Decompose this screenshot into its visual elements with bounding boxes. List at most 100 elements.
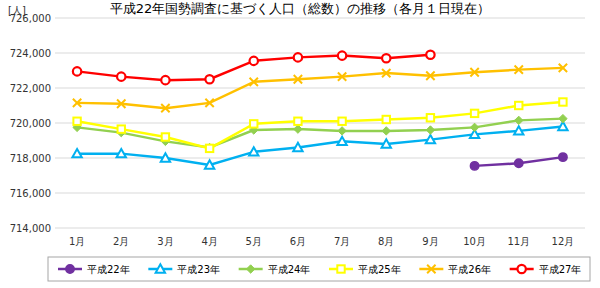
marker xyxy=(338,72,346,80)
marker xyxy=(205,143,213,151)
x-tick-label: 4月 xyxy=(201,236,217,247)
marker xyxy=(559,98,566,105)
grid-line xyxy=(55,158,585,159)
marker xyxy=(205,99,213,107)
marker xyxy=(426,72,434,80)
marker xyxy=(514,126,523,134)
marker xyxy=(206,145,213,152)
legend-item: 平成25年 xyxy=(329,264,401,275)
legend-marker xyxy=(517,265,525,273)
legend-item: 平成23年 xyxy=(148,264,220,275)
y-tick-label: 718,000 xyxy=(10,153,51,164)
legend-symbol xyxy=(337,265,344,272)
legend-symbol xyxy=(66,265,74,273)
marker xyxy=(250,78,258,86)
marker xyxy=(249,147,258,155)
marker xyxy=(118,125,125,132)
marker xyxy=(205,75,213,83)
legend-symbol xyxy=(427,265,435,273)
grid-line xyxy=(55,228,585,229)
legend-label: 平成24年 xyxy=(268,264,311,275)
y-tick-label: 720,000 xyxy=(10,118,51,129)
grid-line xyxy=(55,53,585,54)
series-line xyxy=(77,55,430,80)
legend-item: 平成22年 xyxy=(58,264,130,275)
marker xyxy=(161,153,170,161)
marker xyxy=(73,99,81,107)
x-tick-label: 9月 xyxy=(422,236,438,247)
marker xyxy=(470,68,478,76)
series xyxy=(470,153,567,170)
x-tick-label: 8月 xyxy=(378,236,394,247)
marker xyxy=(470,162,478,170)
x-tick-label: 11月 xyxy=(507,236,530,247)
marker xyxy=(294,125,302,133)
plot-area xyxy=(72,51,567,171)
marker xyxy=(382,54,390,62)
legend-item: 平成27年 xyxy=(510,264,582,275)
marker xyxy=(72,149,81,157)
marker xyxy=(337,137,346,145)
x-tick-label: 6月 xyxy=(290,236,306,247)
marker xyxy=(161,104,169,112)
marker xyxy=(73,67,81,75)
series xyxy=(73,64,567,113)
legend xyxy=(48,257,590,281)
x-tick-label: 10月 xyxy=(463,236,486,247)
marker xyxy=(426,51,434,59)
series-line xyxy=(77,68,563,108)
x-tick-label: 2月 xyxy=(113,236,129,247)
y-tick-label: 714,000 xyxy=(10,223,51,234)
marker xyxy=(427,114,434,121)
marker xyxy=(250,57,258,65)
y-tick-label: 726,000 xyxy=(10,13,51,24)
marker xyxy=(294,75,302,83)
marker xyxy=(338,127,346,135)
marker xyxy=(73,118,80,125)
marker xyxy=(383,116,390,123)
marker xyxy=(470,123,478,131)
marker xyxy=(250,120,257,127)
x-tick-label: 12月 xyxy=(552,236,575,247)
legend-symbol xyxy=(156,264,165,272)
marker xyxy=(294,118,301,125)
x-tick-label: 1月 xyxy=(69,236,85,247)
marker xyxy=(471,110,478,117)
legend-label: 平成25年 xyxy=(358,264,401,275)
legend-label: 平成23年 xyxy=(177,264,220,275)
legend-symbol xyxy=(517,265,525,273)
legend-label: 平成27年 xyxy=(539,264,582,275)
marker xyxy=(515,102,522,109)
marker xyxy=(382,69,390,77)
legend-label: 平成26年 xyxy=(448,264,491,275)
marker xyxy=(559,153,567,161)
marker xyxy=(515,65,523,73)
x-tick-label: 3月 xyxy=(157,236,173,247)
marker xyxy=(162,133,169,140)
legend-marker xyxy=(246,265,254,273)
marker xyxy=(426,126,434,134)
marker xyxy=(117,72,125,80)
marker xyxy=(117,100,125,108)
y-tick-label: 724,000 xyxy=(10,48,51,59)
legend-item: 平成26年 xyxy=(419,264,491,275)
marker xyxy=(559,64,567,72)
marker xyxy=(559,114,567,122)
marker xyxy=(515,159,523,167)
x-tick-label: 7月 xyxy=(334,236,350,247)
legend-marker xyxy=(66,265,74,273)
legend-marker xyxy=(427,265,435,273)
grid-line xyxy=(55,88,585,89)
y-tick-label: 722,000 xyxy=(10,83,51,94)
x-tick-label: 5月 xyxy=(246,236,262,247)
marker xyxy=(117,149,126,157)
legend-item: 平成24年 xyxy=(239,264,311,275)
marker xyxy=(205,160,214,168)
marker xyxy=(338,51,346,59)
marker xyxy=(426,135,435,143)
marker xyxy=(382,127,390,135)
marker xyxy=(293,143,302,151)
legend-symbol xyxy=(246,265,254,273)
chart: 平成22年国勢調査に基づく人口（総数）の推移（各月１日現在）[人]714,000… xyxy=(0,0,600,288)
marker xyxy=(382,139,391,147)
